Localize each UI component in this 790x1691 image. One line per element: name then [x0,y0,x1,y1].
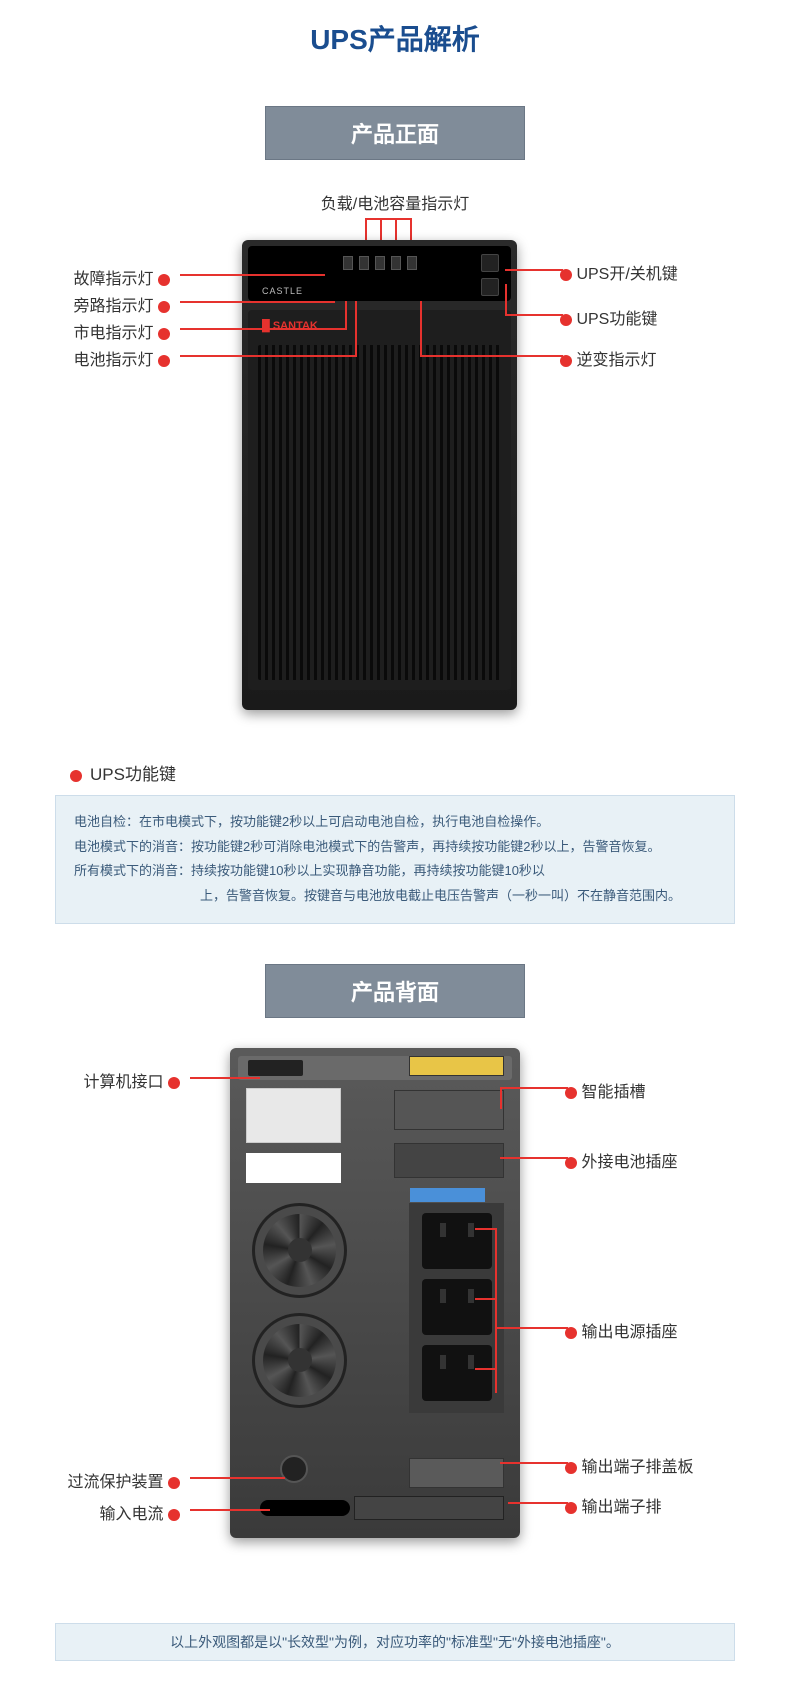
led [343,256,353,270]
leader-line [508,1502,568,1504]
fan [252,1313,347,1408]
leader-line [495,1327,568,1329]
led [359,256,369,270]
caption-power-button: UPS开/关机键 [560,260,678,284]
warning-label [409,1056,504,1076]
output-socket [422,1345,492,1401]
page-title-bar: UPS产品解析 [0,0,790,76]
leader-line [180,301,335,303]
front-diagram: 负载/电池容量指示灯 CASTLE █ SANTAK 故障指示灯 旁路指示灯 市 [0,180,790,740]
spec-label [246,1088,341,1143]
output-sockets-panel [409,1203,504,1413]
caption-computer-port: 计算机接口 [40,1068,180,1092]
back-diagram: 计算机接口 过流保护装置 输入电流 智能插槽 外接电池插座 输出电源插座 输出端… [0,1038,790,1598]
caption-output-socket: 输出电源插座 [565,1318,677,1342]
caption-overcurrent: 过流保护装置 [20,1468,180,1492]
leader-line [190,1509,270,1511]
front-section-header: 产品正面 [265,106,525,160]
smart-slot [394,1090,504,1130]
page-title: UPS产品解析 [0,18,790,58]
dot-icon [158,301,170,313]
caption-mains-led: 市电指示灯 [30,319,170,343]
caption-input-current: 输入电流 [40,1500,180,1524]
leader-line [500,1087,568,1089]
leader-line [505,269,563,271]
castle-label: CASTLE [262,286,303,296]
led [391,256,401,270]
serial-port [248,1060,303,1076]
device-function-button [481,278,499,296]
caption-function-button: UPS功能键 [560,305,657,329]
led [375,256,385,270]
leader-line [505,314,563,316]
function-key-title: UPS功能键 [70,760,790,785]
leader-line [190,1077,260,1079]
blue-sticker [410,1188,485,1202]
dot-icon [168,1477,180,1489]
back-section-header: 产品背面 [265,964,525,1018]
info-line: 所有模式下的消音：持续按功能键10秒以上实现静音功能，再持续按功能键10秒以 [74,859,716,884]
terminal-cover [409,1458,504,1488]
led-row [343,256,417,270]
dot-icon [70,770,82,782]
function-key-info-box: 电池自检：在市电模式下，按功能键2秒以上可启动电池自检，执行电池自检操作。 电池… [55,795,735,924]
dot-icon [168,1077,180,1089]
leader-line [190,1477,285,1479]
vent-grille [258,345,501,680]
footnote: 以上外观图都是以"长效型"为例，对应功率的"标准型"无"外接电池插座"。 [55,1623,735,1661]
dot-icon [158,274,170,286]
leader-line [500,1462,568,1464]
leader-line [420,301,422,357]
device-front-body: █ SANTAK [248,310,511,690]
leader-line [180,274,325,276]
caption-ext-battery: 外接电池插座 [565,1148,677,1172]
caption-inverter-led: 逆变指示灯 [560,346,656,370]
device-power-button [481,254,499,272]
caption-battery-led: 电池指示灯 [30,346,170,370]
leader-line [180,328,345,330]
led [407,256,417,270]
brand-logo: █ SANTAK [262,320,318,332]
caption-terminal-cover: 输出端子排盖板 [565,1453,693,1477]
leader-line [475,1298,497,1300]
info-line: 电池自检：在市电模式下，按功能键2秒以上可启动电池自检，执行电池自检操作。 [74,810,716,835]
leader-line [475,1228,497,1230]
leader-line [345,301,347,330]
leader-line [180,355,355,357]
leader-line [500,1087,502,1109]
dot-icon [168,1509,180,1521]
caption-load-leds: 负载/电池容量指示灯 [321,190,469,214]
output-socket [422,1279,492,1335]
caption-fault-led: 故障指示灯 [30,265,170,289]
caption-smart-slot: 智能插槽 [565,1078,645,1102]
device-front: CASTLE █ SANTAK [242,240,517,710]
input-cord [260,1500,350,1516]
leader-line [365,218,412,220]
terminal-row [354,1496,504,1520]
leader-line [505,284,507,316]
leader-line [420,355,563,357]
fan [252,1203,347,1298]
info-line: 电池模式下的消音：按功能键2秒可消除电池模式下的告警声，再持续按功能键2秒以上，… [74,835,716,860]
leader-line [475,1368,497,1370]
external-battery-socket [394,1143,504,1178]
device-back [230,1048,520,1538]
eaton-label [246,1153,341,1183]
dot-icon [158,328,170,340]
output-socket [422,1213,492,1269]
leader-line [355,301,357,357]
leader-line [500,1157,568,1159]
info-line: 上，告警音恢复。按键音与电池放电截止电压告警声（一秒一叫）不在静音范围内。 [74,884,716,909]
caption-terminal-row: 输出端子排 [565,1493,661,1517]
dot-icon [158,355,170,367]
caption-bypass-led: 旁路指示灯 [30,292,170,316]
